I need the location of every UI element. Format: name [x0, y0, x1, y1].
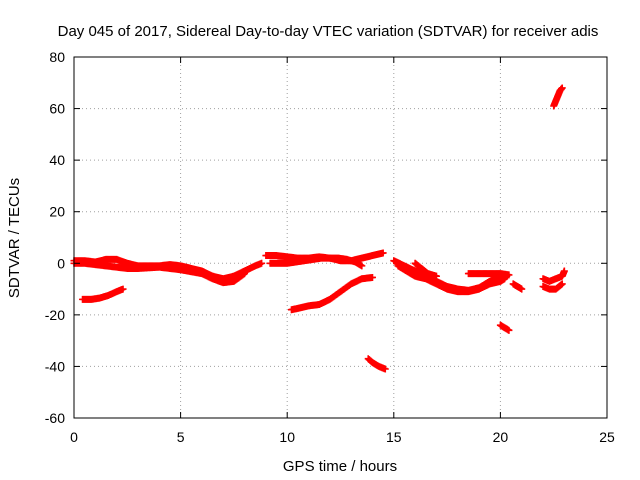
series-arc-9	[394, 262, 509, 296]
series-arc-14	[539, 267, 568, 285]
x-tick-label: 10	[279, 429, 295, 445]
label-layer: 0 5 10 15 20 25 -60 -40 -20 0 20 40 60 80	[45, 49, 615, 445]
x-tick-label: 20	[493, 429, 509, 445]
tick-layer	[73, 56, 608, 419]
data-point	[241, 270, 249, 278]
series-arc-16	[550, 84, 566, 110]
series-arc-10	[411, 259, 440, 280]
series-arc-11	[464, 270, 513, 279]
y-tick-label: -40	[45, 358, 65, 374]
data-point	[119, 285, 127, 293]
x-tick-label: 25	[599, 429, 615, 445]
data-point	[558, 280, 566, 288]
data-point	[505, 271, 513, 279]
data-point	[558, 84, 566, 92]
plot-frame	[73, 56, 608, 419]
y-tick-label: 60	[49, 101, 65, 117]
data-point	[368, 273, 376, 281]
x-tick-label: 5	[177, 429, 185, 445]
series-arc-3	[79, 285, 127, 303]
grid-layer	[74, 57, 607, 418]
data-point	[379, 249, 387, 257]
y-tick-label: -20	[45, 307, 65, 323]
series-arc-5	[266, 254, 366, 270]
series-arc-7	[364, 355, 389, 373]
data-point	[258, 259, 266, 267]
series-arc-2	[70, 259, 249, 287]
data-point	[432, 272, 440, 280]
y-axis-title: SDTVAR / TECUs	[6, 178, 23, 298]
y-tick-label: 0	[57, 255, 65, 271]
y-tick-label: 80	[49, 49, 65, 65]
series-arc-15	[539, 280, 566, 293]
chart-title: Day 045 of 2017, Sidereal Day-to-day VTE…	[58, 23, 599, 40]
y-tick-label: 20	[49, 204, 65, 220]
series-arc-13	[496, 321, 513, 334]
data-point	[518, 285, 526, 293]
y-tick-label: 40	[49, 152, 65, 168]
data-point	[381, 365, 389, 373]
x-axis-title: GPS time / hours	[283, 458, 397, 475]
data-point	[560, 267, 568, 275]
x-tick-label: 0	[70, 429, 78, 445]
y-tick-label: -60	[45, 410, 65, 426]
data-point	[505, 326, 513, 334]
data-layer	[70, 84, 568, 373]
series-arc-12	[509, 280, 526, 293]
x-tick-label: 15	[386, 429, 402, 445]
data-point	[358, 262, 366, 270]
series-arc-6	[287, 273, 376, 314]
